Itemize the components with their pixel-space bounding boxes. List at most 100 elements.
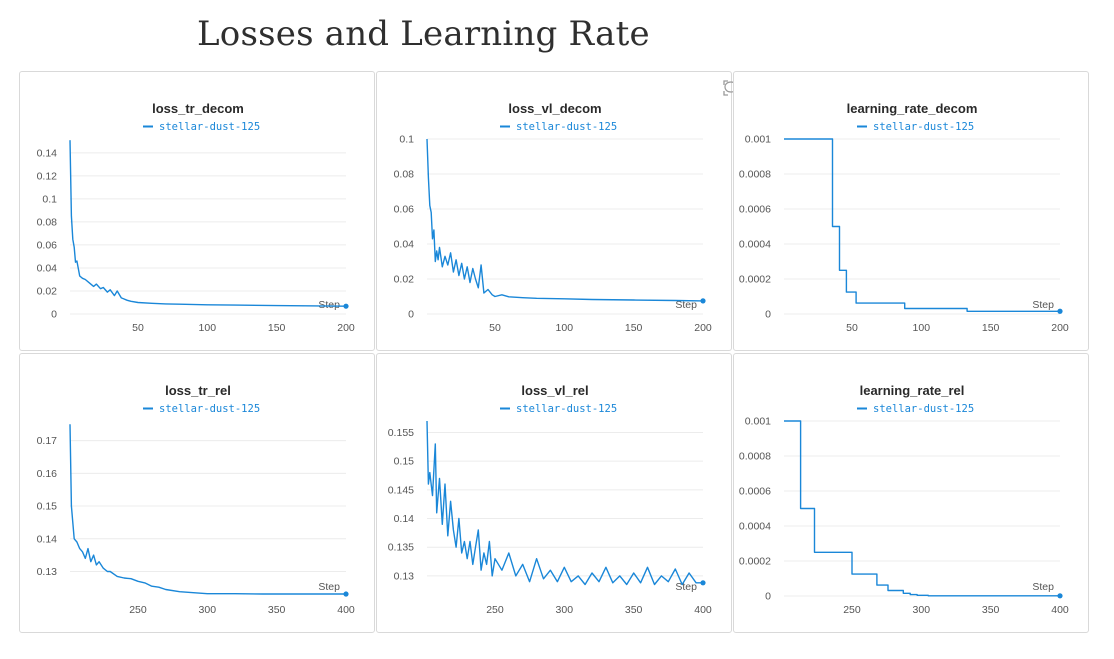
chart-panel-loss-tr-rel[interactable]: loss_tr_rel stellar-dust-125 0.13 0.14 0.15 0… [19,353,375,633]
chart-panel-learning-rate-rel[interactable]: learning_rate_rel stellar-dust-125 0 0.0002… [733,353,1089,633]
y-tick-label: 0.16 [37,468,58,480]
y-tick-label: 0.08 [394,169,415,181]
series-end-point[interactable] [343,591,349,597]
legend[interactable]: stellar-dust-125 [500,403,617,415]
x-tick-label: 400 [1051,604,1069,616]
x-axis-label: Step [318,299,340,311]
y-tick-label: 0.0006 [739,486,771,498]
series-end-point[interactable] [700,298,706,304]
x-tick-label: 300 [556,604,574,616]
legend-label: stellar-dust-125 [873,403,974,415]
y-tick-label: 0.17 [37,435,58,447]
y-tick-label: 0.02 [37,285,58,297]
series-end-point[interactable] [343,303,349,309]
legend[interactable]: stellar-dust-125 [857,403,974,415]
series-line[interactable] [784,420,1060,597]
x-tick-label: 350 [625,604,643,616]
y-tick-label: 0.12 [37,170,58,182]
legend[interactable]: stellar-dust-125 [143,121,260,133]
y-tick-label: 0.04 [394,239,415,251]
y-tick-label: 0.14 [394,513,415,525]
x-tick-label: 300 [199,604,217,616]
x-axis-label: Step [318,581,340,593]
x-tick-label: 200 [337,322,355,334]
x-tick-label: 50 [489,322,501,334]
y-tick-label: 0.06 [394,204,415,216]
x-tick-label: 250 [129,604,147,616]
y-tick-label: 0.04 [37,262,58,274]
legend[interactable]: stellar-dust-125 [500,121,617,133]
legend[interactable]: stellar-dust-125 [857,121,974,133]
x-tick-label: 200 [1051,322,1069,334]
y-tick-label: 0.1 [42,193,57,205]
x-tick-label: 100 [556,322,574,334]
page-title: Losses and Learning Rate [197,14,650,54]
chart-svg: loss_vl_rel stellar-dust-125 0.13 0.135 0.14… [388,383,712,616]
x-axis-label: Step [675,581,697,593]
chart-svg: learning_rate_decom stellar-dust-125 0 0.00… [739,101,1069,334]
y-tick-label: 0.13 [37,566,58,578]
series-line[interactable] [426,420,703,586]
y-tick-label: 0.15 [394,456,415,468]
y-tick-label: 0.135 [388,542,414,554]
y-tick-label: 0.13 [394,570,415,582]
y-tick-label: 0.14 [37,147,58,159]
series-line[interactable] [69,140,347,307]
x-axis-label: Step [675,299,697,311]
x-tick-label: 150 [982,322,1000,334]
y-tick-label: 0.15 [37,501,58,513]
x-tick-label: 350 [982,604,1000,616]
x-tick-label: 300 [913,604,931,616]
x-tick-label: 350 [268,604,286,616]
series-line[interactable] [784,138,1060,313]
y-tick-label: 0.02 [394,274,415,286]
y-tick-label: 0 [51,309,57,321]
y-tick-label: 0.0004 [739,521,771,533]
y-tick-label: 0.0008 [739,169,771,181]
y-tick-label: 0.0002 [739,556,771,568]
y-tick-label: 0.0008 [739,451,771,463]
series-line[interactable] [426,138,704,302]
y-tick-label: 0.0002 [739,274,771,286]
x-tick-label: 400 [337,604,355,616]
series-end-point[interactable] [1057,593,1063,599]
x-tick-label: 150 [268,322,286,334]
x-axis-label: Step [1032,581,1054,593]
chart-title: loss_vl_rel [521,383,588,398]
series-end-point[interactable] [700,580,706,586]
y-tick-label: 0 [408,309,414,321]
x-tick-label: 50 [132,322,144,334]
x-tick-label: 250 [486,604,504,616]
x-tick-label: 250 [843,604,861,616]
chart-title: learning_rate_rel [860,383,965,398]
chart-svg: loss_tr_rel stellar-dust-125 0.13 0.14 0.15 0… [37,383,355,616]
legend-label: stellar-dust-125 [873,121,974,133]
chart-panel-loss-vl-rel[interactable]: loss_vl_rel stellar-dust-125 0.13 0.135 0.14… [376,353,732,633]
y-tick-label: 0 [765,309,771,321]
legend-label: stellar-dust-125 [516,403,617,415]
y-tick-label: 0.0006 [739,204,771,216]
chart-title: loss_vl_decom [508,101,601,116]
chart-title: loss_tr_decom [152,101,244,116]
x-tick-label: 100 [913,322,931,334]
chart-panel-learning-rate-decom[interactable]: learning_rate_decom stellar-dust-125 0 0.00… [733,71,1089,351]
y-tick-label: 0.06 [37,239,58,251]
legend[interactable]: stellar-dust-125 [143,403,260,415]
y-tick-label: 0.155 [388,427,414,439]
x-axis-label: Step [1032,299,1054,311]
x-tick-label: 400 [694,604,712,616]
legend-label: stellar-dust-125 [159,121,260,133]
chart-panel-loss-vl-decom[interactable]: loss_vl_decom stellar-dust-125 0 0.02 0.04 0.… [376,71,739,351]
chart-title: loss_tr_rel [165,383,231,398]
series-end-point[interactable] [1057,308,1063,314]
y-tick-label: 0.08 [37,216,58,228]
y-tick-label: 0.145 [388,484,414,496]
chart-panel-loss-tr-decom[interactable]: loss_tr_decom stellar-dust-125 0 0.02 0.04 0.… [19,71,375,351]
chart-title: learning_rate_decom [847,101,978,116]
legend-label: stellar-dust-125 [159,403,260,415]
legend-label: stellar-dust-125 [516,121,617,133]
series-line[interactable] [69,424,346,595]
y-tick-label: 0 [765,591,771,603]
x-tick-label: 200 [694,322,712,334]
y-tick-label: 0.14 [37,533,58,545]
